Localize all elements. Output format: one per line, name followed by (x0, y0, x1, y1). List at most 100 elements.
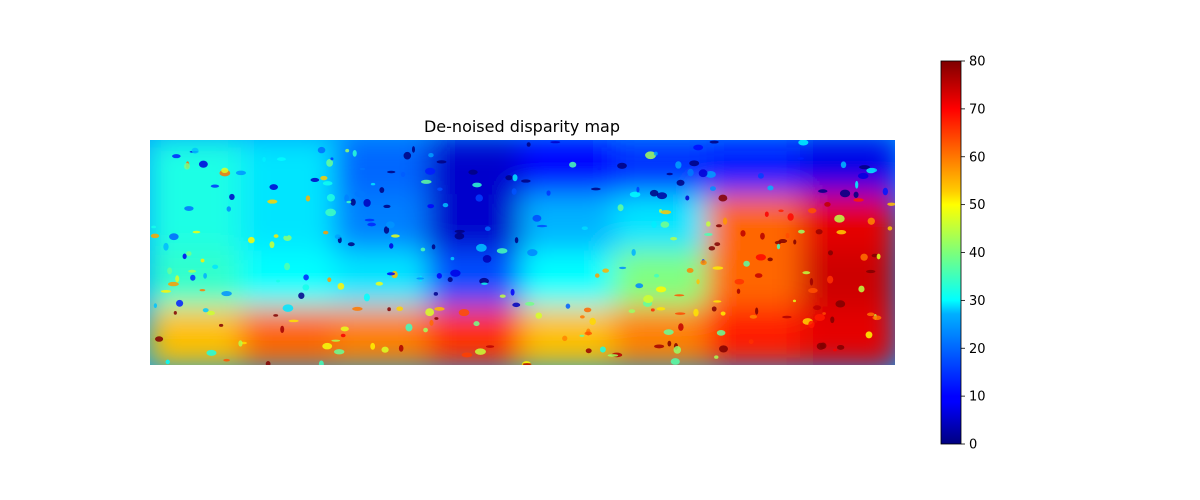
heatmap-cell (613, 250, 711, 311)
noise-speckle (436, 160, 447, 164)
noise-speckle (265, 361, 271, 365)
noise-speckle (656, 307, 666, 311)
noise-speckle (411, 146, 416, 153)
noise-speckle (476, 243, 487, 252)
noise-speckle (479, 277, 489, 285)
noise-speckle (150, 233, 160, 239)
noise-speckle (398, 344, 404, 352)
noise-speckle (855, 180, 859, 189)
noise-speckle (298, 292, 305, 300)
colorbar-tick-label: 30 (969, 294, 986, 309)
noise-speckle (749, 314, 758, 319)
noise-speckle (767, 185, 774, 191)
noise-speckle (173, 310, 177, 315)
noise-speckle (318, 360, 324, 365)
colorbar-tick-label: 20 (969, 342, 986, 357)
noise-speckle (808, 288, 818, 294)
heatmap-cell (613, 306, 711, 365)
noise-speckle (760, 232, 765, 240)
noise-speckle (385, 221, 395, 229)
noise-speckle (387, 170, 396, 174)
noise-speckle (839, 189, 851, 198)
noise-speckle (425, 308, 435, 317)
noise-speckle (200, 258, 205, 263)
heatmap-cell (706, 250, 804, 311)
noise-speckle (629, 191, 641, 198)
chart-title: De-noised disparity map (424, 117, 620, 136)
noise-speckle (429, 319, 434, 326)
heatmap-cell (427, 250, 525, 311)
noise-speckle (186, 251, 192, 257)
noise-speckle (722, 217, 728, 225)
noise-speckle (184, 206, 194, 211)
noise-speckle (206, 310, 215, 316)
noise-speckle (461, 352, 473, 358)
noise-speckle (579, 315, 585, 319)
noise-speckle (527, 249, 538, 257)
noise-speckle (670, 237, 678, 241)
noise-speckle (447, 277, 453, 283)
heatmap-cell (520, 250, 618, 311)
heatmap-cell (241, 194, 339, 255)
noise-speckle (276, 157, 286, 161)
noise-speckle (350, 198, 356, 206)
noise-speckle (685, 195, 690, 201)
noise-speckle (740, 230, 746, 237)
noise-speckle (656, 192, 668, 200)
noise-speckle (860, 253, 868, 261)
heatmap-cell (150, 140, 246, 199)
noise-speckle (636, 186, 640, 193)
noise-speckle (322, 181, 333, 186)
noise-speckle (715, 224, 723, 228)
noise-speckle (468, 169, 478, 175)
noise-speckle (202, 308, 209, 313)
heatmap-cell (334, 306, 432, 365)
noise-speckle (651, 220, 657, 229)
noise-speckle (857, 172, 869, 180)
noise-speckle (798, 140, 809, 146)
noise-speckle (859, 165, 870, 170)
noise-speckle (436, 273, 442, 279)
noise-speckle (787, 213, 794, 221)
noise-speckle (212, 264, 219, 269)
noise-speckle (218, 323, 224, 327)
noise-speckle (562, 335, 568, 342)
noise-speckle (155, 336, 164, 342)
colorbar-tick-label: 10 (969, 390, 986, 405)
noise-speckle (706, 221, 711, 227)
noise-speckle (667, 340, 672, 347)
noise-speckle (704, 232, 713, 236)
noise-speckle (867, 167, 878, 173)
noise-speckle (192, 230, 201, 234)
noise-speckle (840, 161, 847, 169)
noise-speckle (323, 230, 329, 235)
noise-speckle (172, 154, 181, 159)
noise-speckle (853, 191, 859, 198)
noise-speckle (512, 174, 518, 182)
noise-speckle (814, 313, 826, 322)
noise-speckle (168, 281, 179, 287)
noise-speckle (370, 342, 376, 350)
noise-speckle (485, 345, 495, 348)
noise-speckle (710, 186, 716, 191)
noise-speckle (590, 187, 601, 191)
noise-speckle (229, 193, 235, 200)
noise-speckle (514, 237, 519, 244)
noise-speckle (700, 260, 707, 266)
noise-speckle (797, 157, 804, 160)
noise-speckle (597, 167, 602, 171)
noise-speckle (535, 312, 543, 319)
noise-speckle (325, 208, 336, 217)
noise-speckle (776, 243, 781, 250)
noise-speckle (714, 355, 719, 359)
heatmap-cell (799, 140, 895, 199)
noise-speckle (653, 273, 660, 278)
noise-speckle (386, 272, 396, 276)
noise-speckle (698, 169, 708, 178)
noise-speckle (320, 175, 328, 181)
noise-speckle (387, 307, 391, 312)
noise-speckle (755, 254, 767, 261)
noise-speckle (676, 179, 685, 186)
noise-speckle (499, 294, 506, 298)
